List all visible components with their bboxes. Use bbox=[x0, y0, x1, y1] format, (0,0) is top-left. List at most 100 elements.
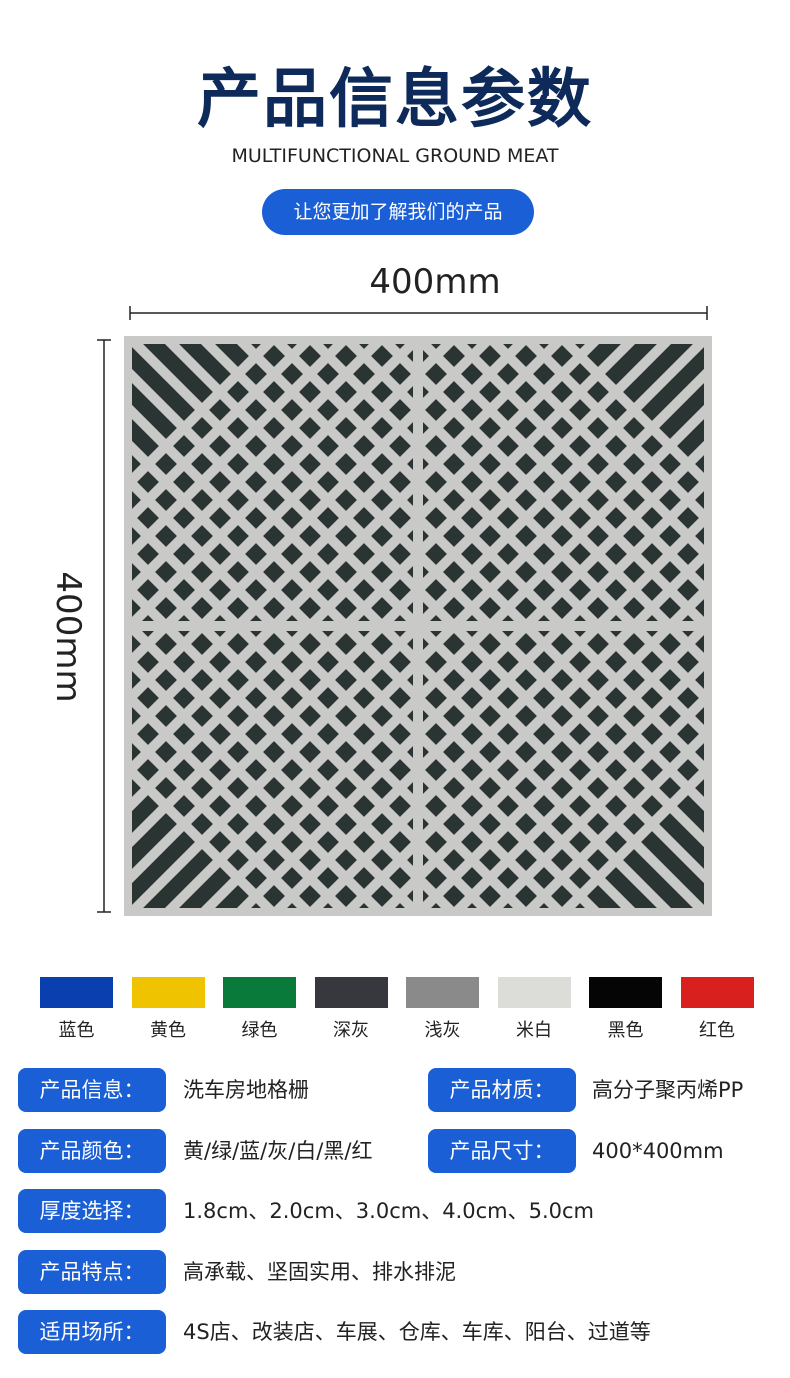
grid-bar bbox=[0, 226, 94, 626]
grid-bar bbox=[520, 340, 708, 528]
swatch-label: 黄色 bbox=[150, 1020, 186, 1041]
swatch-label: 蓝色 bbox=[58, 1020, 95, 1041]
product-image bbox=[0, 226, 790, 940]
grid-bar bbox=[304, 340, 602, 630]
grid-bar bbox=[128, 508, 242, 630]
grid-bar bbox=[630, 544, 708, 630]
grid-bar bbox=[128, 340, 422, 630]
grid-bar bbox=[594, 508, 708, 630]
dimension-lines bbox=[97, 306, 708, 913]
grid-bar bbox=[556, 340, 708, 492]
grid-bar bbox=[556, 760, 708, 912]
swatch-label: 米白 bbox=[516, 1020, 552, 1041]
info-label: 产品特点： bbox=[18, 1249, 166, 1294]
info-value: 1.8cm、2.0cm、3.0cm、4.0cm、5.0cm bbox=[183, 1199, 594, 1223]
grid-bar bbox=[128, 622, 350, 852]
grid-bar bbox=[128, 622, 278, 780]
grid-bar bbox=[702, 616, 708, 628]
grid-bar bbox=[630, 622, 708, 708]
info-label: 适用场所： bbox=[18, 1310, 166, 1354]
grid-bar bbox=[128, 400, 350, 630]
info-label: 厚度选择： bbox=[18, 1189, 166, 1233]
info-value: 高承载、坚固实用、排水排泥 bbox=[183, 1259, 456, 1284]
grid-bar bbox=[128, 436, 314, 630]
button[interactable]: 让您更加了解我们的产品 bbox=[262, 189, 534, 235]
grid-bar bbox=[340, 622, 638, 912]
info-value: 黄/绿/蓝/灰/白/黑/红 bbox=[183, 1138, 373, 1163]
grid-bar bbox=[128, 364, 386, 630]
width-label: 400mm bbox=[369, 262, 501, 302]
grid-bar bbox=[702, 624, 708, 636]
grid-bar bbox=[486, 400, 708, 630]
swatch-label: 红色 bbox=[699, 1020, 735, 1041]
swatch-label: 深灰 bbox=[333, 1020, 369, 1041]
grid-bar bbox=[0, 626, 22, 940]
info-label: 产品颜色： bbox=[18, 1128, 166, 1173]
swatch bbox=[131, 977, 205, 1008]
grid-bar bbox=[778, 626, 790, 940]
swatch bbox=[680, 977, 754, 1008]
grid-bar bbox=[0, 626, 94, 940]
grid-bar bbox=[128, 622, 206, 708]
grid-bar bbox=[558, 622, 708, 780]
info-value: 洗车房地格栅 bbox=[183, 1078, 309, 1102]
grid-bar bbox=[128, 622, 422, 912]
swatch-label: 黑色 bbox=[607, 1020, 644, 1041]
info-label: 产品材质： bbox=[428, 1068, 576, 1112]
grid-bar bbox=[268, 622, 566, 912]
grid-bar bbox=[196, 622, 494, 912]
grid-bar bbox=[558, 472, 708, 630]
grid-bar bbox=[128, 622, 242, 744]
grid-bar bbox=[128, 472, 278, 630]
tile-grid bbox=[0, 226, 790, 940]
grid-bar bbox=[448, 652, 708, 912]
grid-bar bbox=[0, 226, 22, 626]
info-value: 400*400mm bbox=[592, 1138, 724, 1163]
grid-bar bbox=[376, 340, 674, 630]
grid-bar bbox=[268, 340, 566, 630]
grid-bar bbox=[594, 622, 708, 744]
grid-bar bbox=[128, 544, 206, 630]
info-value: 高分子聚丙烯PP bbox=[592, 1078, 744, 1102]
grid-bar bbox=[0, 626, 58, 940]
grid-bar bbox=[484, 688, 708, 912]
grid-bar bbox=[196, 340, 494, 630]
grid-bar bbox=[412, 622, 708, 912]
swatch bbox=[223, 977, 296, 1008]
grid-bar bbox=[304, 622, 602, 912]
tile-frame bbox=[124, 336, 712, 916]
info-label: 产品尺寸： bbox=[428, 1128, 576, 1173]
swatch bbox=[314, 977, 388, 1008]
grid-bar bbox=[128, 616, 134, 628]
grid-bar bbox=[128, 622, 386, 888]
info-value: 4S店、改装店、车展、仓库、车库、阳台、过道等 bbox=[183, 1320, 651, 1344]
grid-bar bbox=[520, 724, 708, 912]
grid-bar bbox=[486, 622, 708, 852]
grid-bar bbox=[448, 340, 708, 600]
subtitle: MULTIFUNCTIONAL GROUND MEAT bbox=[231, 145, 559, 167]
swatch bbox=[589, 977, 662, 1008]
grid-bar bbox=[128, 622, 314, 816]
swatch-label: 绿色 bbox=[241, 1020, 278, 1041]
grid-bar bbox=[522, 622, 708, 816]
info-label: 产品信息： bbox=[18, 1068, 166, 1112]
grid-bar bbox=[128, 624, 134, 636]
grid-bar bbox=[232, 622, 530, 912]
grid-bar bbox=[0, 226, 58, 626]
grid-bar bbox=[340, 340, 638, 630]
title: 产品信息参数 bbox=[197, 63, 593, 137]
grid-bar bbox=[376, 622, 674, 912]
grid-bar bbox=[742, 226, 790, 626]
swatch-label: 浅灰 bbox=[424, 1020, 461, 1041]
swatch bbox=[40, 977, 113, 1008]
grid-bar bbox=[742, 626, 790, 940]
swatch bbox=[497, 977, 571, 1008]
grid-bar bbox=[484, 340, 708, 564]
grid-bar bbox=[160, 340, 458, 630]
grid-bar bbox=[232, 340, 530, 630]
grid-bar bbox=[160, 622, 458, 912]
grid-bar bbox=[778, 226, 790, 626]
swatch bbox=[406, 977, 479, 1008]
grid-bar bbox=[412, 340, 708, 630]
